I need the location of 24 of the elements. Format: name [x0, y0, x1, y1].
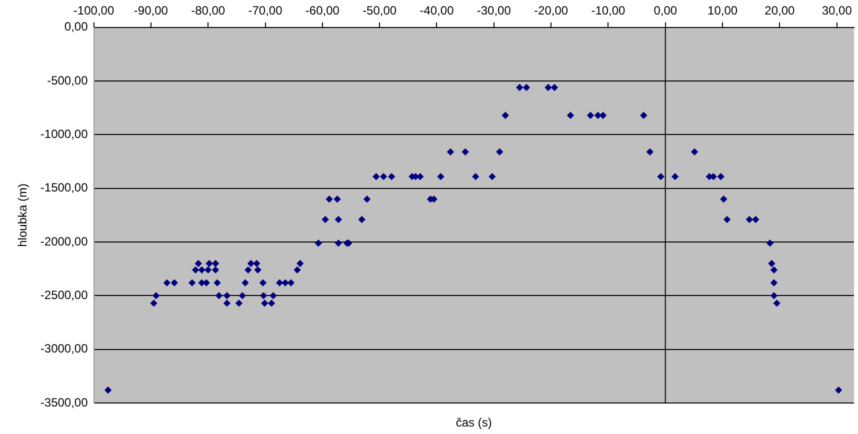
x-tick-label: 10,00: [708, 4, 738, 18]
x-tick-label: -30,00: [476, 4, 512, 18]
y-axis-title: hloubka (m): [16, 184, 30, 247]
y-tick-label: -2500,00: [40, 288, 88, 302]
x-tick-label: -20,00: [534, 4, 568, 18]
x-tick-label: -100,00: [73, 4, 114, 18]
x-tick-label: 30,00: [822, 4, 852, 18]
y-tick-label: -2000,00: [40, 234, 88, 248]
y-tick-label: 0,00: [64, 20, 88, 34]
y-tick-label: -1000,00: [40, 127, 88, 142]
x-tick-label: -70,00: [248, 4, 283, 18]
x-tick-label: 0,00: [654, 4, 678, 18]
y-tick-label: -500,00: [47, 73, 88, 88]
x-tick-label: -60,00: [305, 4, 340, 18]
x-tick-label: -50,00: [362, 4, 397, 18]
x-tick-label: 20,00: [764, 4, 796, 18]
x-tick-label: -10,00: [591, 4, 626, 18]
y-tick-label: -1500,00: [40, 180, 88, 195]
x-axis-title: čas (s): [456, 415, 492, 430]
x-tick-label: -80,00: [191, 4, 226, 18]
x-tick-label: -40,00: [420, 4, 454, 18]
x-tick-label: -90,00: [134, 4, 168, 18]
y-tick-label: -3000,00: [40, 342, 88, 356]
y-tick-label: -3500,00: [40, 395, 88, 410]
